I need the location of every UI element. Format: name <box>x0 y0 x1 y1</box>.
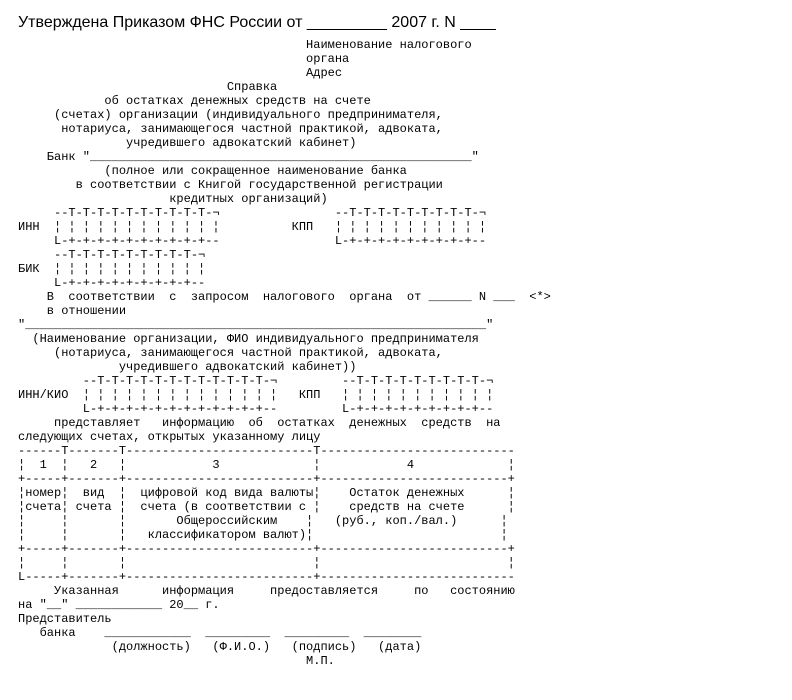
approval-heading: Утверждена Приказом ФНС России от ______… <box>18 14 774 32</box>
document-body: Наименование налогового органа Адрес Спр… <box>18 38 774 668</box>
